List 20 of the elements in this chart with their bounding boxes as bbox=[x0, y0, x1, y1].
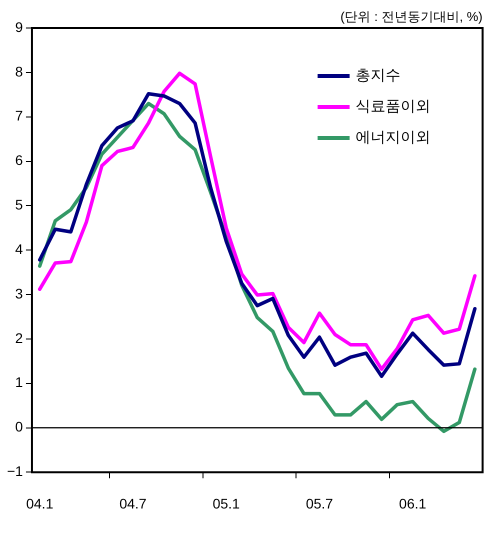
text: (단위 : 전년동기대비, %) bbox=[340, 9, 483, 24]
x-tick-label: 06.1 bbox=[399, 495, 427, 512]
y-tick-label: 9 bbox=[15, 18, 24, 35]
y-tick-label: 5 bbox=[15, 196, 24, 213]
legend-label: 식료품이외 bbox=[356, 98, 431, 116]
legend-label: 총지수 bbox=[356, 67, 401, 84]
y-tick-label: 4 bbox=[15, 240, 24, 257]
y-tick-label: 3 bbox=[15, 285, 24, 302]
y-tick-label: 0 bbox=[15, 418, 24, 435]
y-tick-label: 1 bbox=[15, 374, 24, 390]
y-tick-label: 8 bbox=[15, 63, 24, 80]
x-tick-label: 05.1 bbox=[212, 495, 240, 512]
y-tick-label: −1 bbox=[6, 463, 24, 480]
x-tick-label: 04.7 bbox=[119, 495, 147, 512]
x-tick-label: 05.7 bbox=[306, 495, 334, 512]
legend-label: 에너지이외 bbox=[356, 129, 431, 146]
x-tick-label: 04.1 bbox=[26, 495, 54, 512]
y-tick-label: 2 bbox=[15, 330, 24, 346]
y-tick-label: 7 bbox=[15, 108, 24, 124]
y-tick-label: 6 bbox=[15, 152, 24, 168]
